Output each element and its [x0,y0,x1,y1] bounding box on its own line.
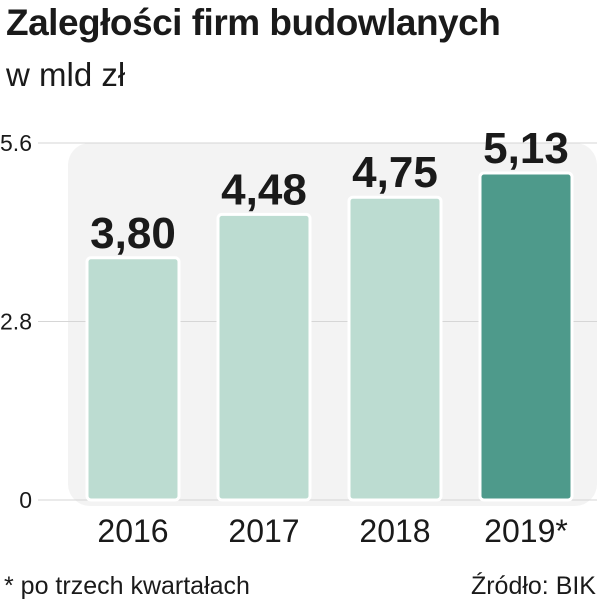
x-tick-label: 2016 [97,513,168,549]
plot-background [68,143,597,506]
bar [478,171,574,502]
bar-value-label: 3,80 [90,209,176,258]
y-tick-label: 2.8 [0,309,32,335]
bar [347,195,443,502]
x-tick-label: 2017 [228,513,299,549]
bar-value-label: 4,48 [221,165,307,214]
y-tick-label: 5.6 [0,130,32,156]
footnote: * po trzech kwartałach [4,572,250,600]
source-label: Źródło: BIK [470,572,596,600]
chart-title: Zaległości firm budowlanych [6,2,501,43]
bar [216,212,312,502]
x-tick-label: 2019* [484,513,568,549]
y-tick-label: 0 [19,487,32,513]
chart-subtitle: w mld zł [6,56,126,93]
bar-value-label: 5,13 [483,124,569,173]
x-tick-label: 2018 [359,513,430,549]
bar [85,256,181,502]
bar-value-label: 4,75 [352,148,438,197]
